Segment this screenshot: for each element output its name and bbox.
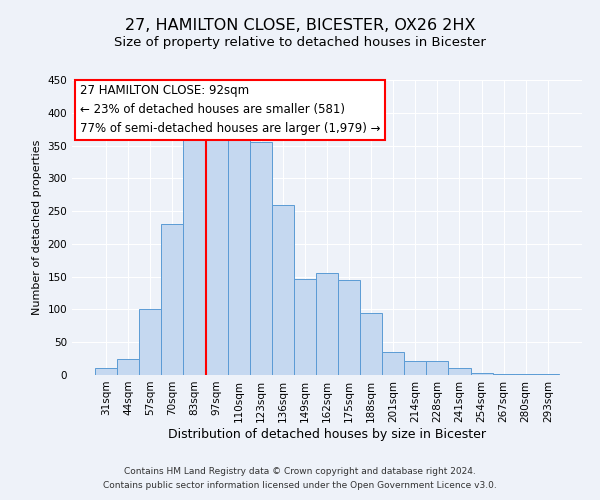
Text: 27, HAMILTON CLOSE, BICESTER, OX26 2HX: 27, HAMILTON CLOSE, BICESTER, OX26 2HX bbox=[125, 18, 475, 32]
Bar bbox=[206, 132, 227, 375]
Text: Contains HM Land Registry data © Crown copyright and database right 2024.: Contains HM Land Registry data © Crown c… bbox=[124, 467, 476, 476]
Bar bbox=[515, 374, 537, 375]
Bar bbox=[95, 368, 117, 375]
Bar bbox=[427, 360, 448, 375]
Text: 27 HAMILTON CLOSE: 92sqm
← 23% of detached houses are smaller (581)
77% of semi-: 27 HAMILTON CLOSE: 92sqm ← 23% of detach… bbox=[80, 84, 380, 136]
Bar bbox=[227, 129, 250, 375]
X-axis label: Distribution of detached houses by size in Bicester: Distribution of detached houses by size … bbox=[168, 428, 486, 440]
Text: Contains public sector information licensed under the Open Government Licence v3: Contains public sector information licen… bbox=[103, 481, 497, 490]
Bar bbox=[294, 278, 316, 375]
Bar bbox=[316, 274, 338, 375]
Bar bbox=[448, 368, 470, 375]
Bar bbox=[493, 374, 515, 375]
Text: Size of property relative to detached houses in Bicester: Size of property relative to detached ho… bbox=[114, 36, 486, 49]
Y-axis label: Number of detached properties: Number of detached properties bbox=[32, 140, 42, 315]
Bar bbox=[382, 352, 404, 375]
Bar bbox=[139, 310, 161, 375]
Bar bbox=[537, 374, 559, 375]
Bar bbox=[404, 360, 427, 375]
Bar bbox=[338, 280, 360, 375]
Bar bbox=[360, 312, 382, 375]
Bar bbox=[161, 224, 184, 375]
Bar bbox=[250, 142, 272, 375]
Bar bbox=[117, 358, 139, 375]
Bar bbox=[272, 204, 294, 375]
Bar bbox=[184, 136, 206, 375]
Bar bbox=[470, 373, 493, 375]
